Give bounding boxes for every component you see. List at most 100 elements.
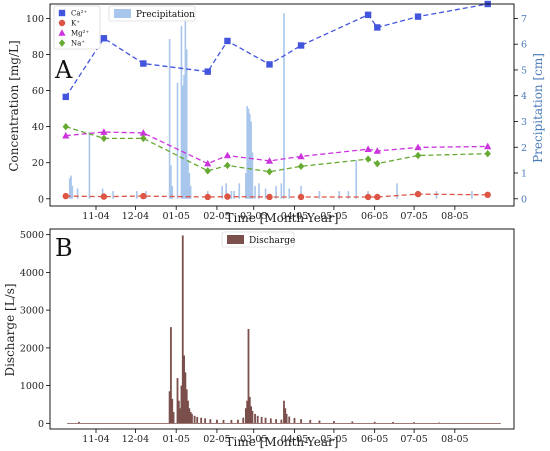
discharge-bar — [280, 419, 283, 424]
x-tick-label: 02-05 — [203, 211, 230, 222]
square-marker — [297, 42, 305, 49]
discharge-bar — [204, 418, 207, 424]
discharge-bar — [248, 396, 251, 424]
precipitation-bar — [171, 185, 174, 199]
y-tick-label: 3000 — [20, 306, 44, 317]
discharge-bar — [256, 415, 259, 424]
discharge-legend: Discharge — [221, 231, 295, 248]
discharge-bar — [275, 419, 277, 424]
circle-marker — [374, 193, 381, 201]
precipitation-y-ticks: 0 1 2 3 4 5 6 7 — [514, 14, 527, 205]
precipitation-bar — [225, 183, 227, 199]
y-tick-label: 4000 — [20, 268, 44, 279]
discharge-bar — [185, 389, 188, 424]
discharge-bar — [300, 419, 302, 424]
discharge-bar — [193, 415, 196, 424]
diamond-marker — [266, 168, 273, 176]
panel-a-plot-frame — [49, 3, 515, 207]
y-tick-label: 40 — [32, 122, 44, 133]
discharge-bar — [196, 416, 199, 424]
precipitation-legend: Precipitation — [108, 5, 196, 22]
x-tick-label: 04-05 — [281, 211, 308, 222]
ion-legend-label: Mg²⁺ — [71, 30, 89, 38]
x-tick-label: 06-05 — [361, 211, 388, 222]
discharge-bar — [318, 420, 321, 424]
discharge-bar — [244, 408, 247, 424]
circle-marker — [414, 190, 422, 198]
diamond-marker — [297, 162, 305, 171]
concentration-axis-label: Concentration [mg/L] — [7, 40, 21, 171]
precipitation-bars — [68, 13, 473, 199]
discharge-bar — [246, 400, 249, 424]
precipitation-bar — [338, 191, 340, 199]
square-marker — [100, 35, 108, 42]
discharge-bar — [230, 419, 233, 424]
x-tick-label: 06-05 — [361, 434, 388, 445]
precipitation-bar — [250, 121, 252, 199]
precipitation-bar — [221, 185, 223, 199]
precipitation-bar — [233, 191, 235, 199]
precipitation-bar — [176, 82, 179, 199]
discharge-bar — [171, 398, 174, 424]
triangle-marker — [58, 29, 66, 36]
discharge-bar — [170, 327, 172, 424]
discharge-bar — [392, 422, 394, 424]
discharge-bar — [209, 419, 212, 424]
ion-legend: Ca²⁺ K⁺ Mg²⁺ Na⁺ — [53, 5, 101, 50]
discharge-bar — [438, 422, 440, 424]
precipitation-bar — [300, 185, 302, 199]
circle-marker — [100, 193, 108, 200]
circle-marker — [297, 193, 305, 201]
discharge-bar — [188, 408, 191, 424]
diamond-marker — [140, 134, 147, 143]
discharge-bar — [222, 419, 225, 424]
circle-marker — [204, 193, 211, 201]
precipitation-bar — [238, 183, 241, 199]
x-tick-label: 03-05 — [240, 211, 267, 222]
x-tick-label: 05-05 — [320, 434, 347, 445]
x-tick-label: 07-05 — [400, 434, 427, 445]
panel-a-x-axis-label: Time [Month-Year] — [226, 211, 339, 225]
circle-marker — [58, 19, 66, 27]
precipitation-bar — [230, 191, 233, 199]
discharge-bar — [288, 416, 291, 424]
precipitation-bar — [185, 49, 188, 199]
ion-series-markers — [62, 0, 492, 201]
discharge-bar — [179, 408, 182, 424]
precipitation-bar — [280, 183, 283, 199]
circle-marker — [484, 191, 491, 199]
panel-b-x-ticks: 11-04 12-04 01-05 02-05 03-05 04-05 05-05 06-05… — [82, 429, 469, 445]
diamond-marker — [484, 149, 491, 158]
square-marker — [224, 37, 231, 45]
discharge-bar — [159, 422, 162, 424]
precipitation-bar — [184, 15, 187, 199]
x-tick-label: 08-05 — [441, 434, 468, 445]
discharge-bar — [264, 417, 267, 424]
y-tick-label: 5000 — [20, 230, 44, 241]
y-tick-label: 0 — [38, 194, 44, 205]
precipitation-bar — [347, 191, 350, 199]
discharge-bar — [269, 418, 272, 424]
precipitation-bar — [396, 183, 398, 199]
circle-marker — [140, 192, 147, 200]
x-tick-label: 11-04 — [82, 211, 109, 222]
y-tick-label: 1000 — [20, 381, 44, 392]
precipitation-bar — [189, 185, 192, 199]
discharge-bar — [351, 421, 354, 424]
diamond-marker — [414, 151, 422, 160]
y-tick-label: 20 — [32, 158, 44, 169]
discharge-bar — [373, 421, 376, 424]
y2-tick-label: 5 — [521, 65, 527, 76]
x-tick-label: 04-05 — [281, 434, 308, 445]
discharge-bar — [216, 419, 218, 424]
circle-marker — [266, 193, 273, 201]
discharge-bar — [180, 385, 183, 424]
discharge-legend-swatch — [227, 235, 244, 244]
precipitation-bar — [355, 160, 358, 199]
precipitation-bar — [135, 191, 138, 199]
discharge-bar — [168, 391, 171, 424]
x-tick-label: 01-05 — [162, 211, 189, 222]
square-marker — [58, 9, 66, 17]
precipitation-bar — [187, 160, 189, 199]
